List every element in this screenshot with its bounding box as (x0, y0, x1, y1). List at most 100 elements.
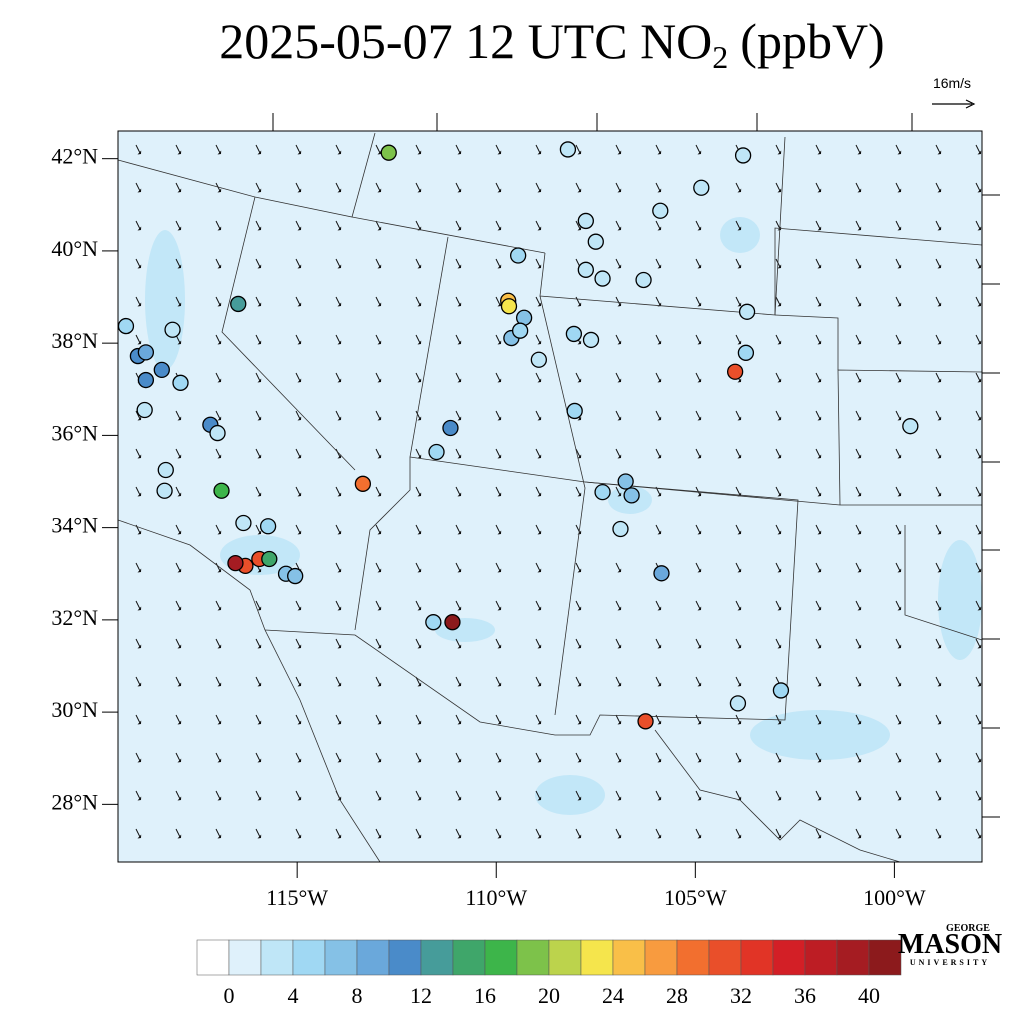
station (157, 461, 174, 479)
station (230, 295, 247, 313)
station (623, 487, 640, 504)
colorbar-label: 28 (666, 983, 688, 1008)
station (577, 261, 594, 278)
station (117, 317, 135, 335)
colorbar-box (740, 939, 774, 976)
station (444, 614, 461, 631)
station (442, 419, 459, 437)
title-suffix: (ppbV) (740, 13, 884, 69)
station (559, 141, 577, 158)
colorbar-box (324, 939, 358, 976)
colorbar-box (548, 939, 582, 976)
colorbar-label: 8 (352, 983, 363, 1008)
colorbar: 0 4 8 12 16 20 24 28 32 36 40 (196, 939, 902, 1008)
station (209, 424, 226, 442)
title-subscript: 2 (712, 39, 728, 75)
station (902, 418, 919, 435)
colorbar-label: 32 (730, 983, 752, 1008)
station (582, 331, 600, 349)
colorbar-box (292, 939, 326, 976)
colorbar-label: 24 (602, 983, 624, 1008)
colorbar-box (708, 939, 742, 976)
station (380, 144, 397, 161)
title-prefix: 2025-05-07 12 UTC NO (219, 13, 712, 69)
station (738, 303, 756, 320)
map-area (118, 131, 982, 862)
station (772, 682, 790, 699)
station (635, 271, 652, 289)
station (500, 298, 518, 315)
colorbar-label: 36 (794, 983, 816, 1008)
station (693, 179, 710, 196)
station (577, 212, 594, 230)
wind-scale-label: 16m/s (933, 75, 971, 91)
station (227, 554, 244, 572)
colorbar-box (612, 939, 646, 976)
station (287, 567, 304, 585)
logo-bottom: UNIVERSITY (910, 958, 990, 967)
colorbar-box (388, 939, 422, 976)
colorbar-box (196, 939, 230, 976)
logo-main: MASON (898, 929, 1002, 960)
colorbar-label: 4 (288, 983, 299, 1008)
station (511, 322, 529, 339)
colorbar-label: 0 (224, 983, 235, 1008)
colorbar-box (516, 939, 550, 976)
y-tick-label: 36°N (51, 420, 98, 445)
y-tick-label: 42°N (51, 144, 98, 169)
colorbar-box (452, 939, 486, 976)
colorbar-box (804, 939, 838, 976)
colorbar-label: 12 (410, 983, 432, 1008)
wind-scale-arrowhead (965, 99, 976, 109)
station (653, 565, 670, 582)
x-tick-label: 110°W (465, 885, 527, 910)
station (137, 344, 155, 361)
station (637, 713, 654, 730)
station (530, 351, 548, 368)
colorbar-box (228, 939, 262, 976)
station (137, 371, 155, 389)
station (156, 482, 173, 499)
x-tick-label: 105°W (664, 885, 727, 910)
station (354, 475, 372, 492)
station (594, 270, 611, 287)
colorbar-box (356, 939, 390, 976)
title: 2025-05-07 12 UTC NO2 (ppbV) (219, 13, 884, 75)
station (726, 363, 744, 380)
frame-ticks (272, 113, 1000, 818)
station (566, 402, 583, 420)
station (213, 482, 230, 499)
colorbar-box (868, 939, 902, 976)
station (594, 483, 611, 501)
y-tick-label: 28°N (51, 789, 98, 814)
x-tick-label: 100°W (863, 885, 926, 910)
y-tick-label: 30°N (51, 697, 98, 722)
station (259, 518, 277, 535)
station (612, 520, 629, 538)
station (261, 550, 278, 568)
station (164, 321, 181, 338)
x-tick-label: 115°W (266, 885, 328, 910)
station (136, 401, 153, 419)
colorbar-label: 16 (474, 983, 496, 1008)
y-tick-label: 34°N (51, 513, 98, 538)
stations (117, 141, 919, 730)
station (428, 443, 445, 461)
logo-top: GEORGE (946, 923, 990, 934)
colorbar-box (260, 939, 294, 976)
colorbar-label: 20 (538, 983, 560, 1008)
station (235, 514, 252, 532)
colorbar-box (644, 939, 678, 976)
station (153, 361, 170, 379)
station (172, 374, 189, 391)
station (565, 325, 583, 343)
colorbar-box (484, 939, 518, 976)
station (509, 247, 527, 264)
station (617, 473, 634, 490)
y-tick-label: 32°N (51, 605, 98, 630)
colorbar-box (580, 939, 614, 976)
wind-vectors (118, 131, 982, 862)
station (587, 233, 604, 250)
